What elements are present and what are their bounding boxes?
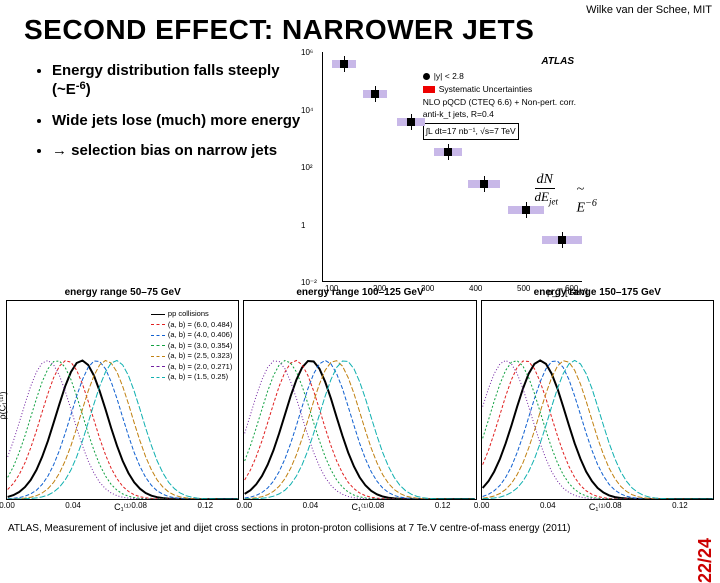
bottom-panels: energy range 50–75 GeV ρ(C₁⁽¹⁾) C₁⁽¹⁾ pp… — [6, 300, 714, 500]
top-legend: |y| < 2.8 Systematic Uncertainties NLO p… — [423, 70, 576, 140]
panel-1: energy range 100–125 GeV C₁⁽¹⁾ 0.000.040… — [243, 300, 476, 500]
bottom-legend: pp collisions(a, b) = (6.0, 0.484)(a, b)… — [151, 309, 232, 383]
bullet-2: Wide jets lose (much) more energy — [52, 112, 306, 131]
panel-0: energy range 50–75 GeV ρ(C₁⁽¹⁾) C₁⁽¹⁾ pp… — [6, 300, 239, 500]
citation: ATLAS, Measurement of inclusive jet and … — [8, 523, 571, 534]
bullet-1: Energy distribution falls steeply (~E-6) — [52, 62, 306, 100]
curves-2 — [482, 301, 713, 499]
top-chart: ATLAS |y| < 2.8 Systematic Uncertainties… — [322, 52, 582, 282]
atlas-label: ATLAS — [541, 56, 574, 67]
panel-2: energy range 150–175 GeV C₁⁽¹⁾ 0.000.040… — [481, 300, 714, 500]
bullet-list: Energy distribution falls steeply (~E-6)… — [36, 62, 306, 173]
author-note: Wilke van der Schee, MIT — [586, 4, 712, 16]
bullet-3: → selection bias on narrow jets — [52, 142, 306, 161]
curves-1 — [244, 301, 475, 499]
formula: dN dEjet ~ E−6 — [535, 172, 558, 207]
page-number: 22/24 — [695, 538, 716, 583]
